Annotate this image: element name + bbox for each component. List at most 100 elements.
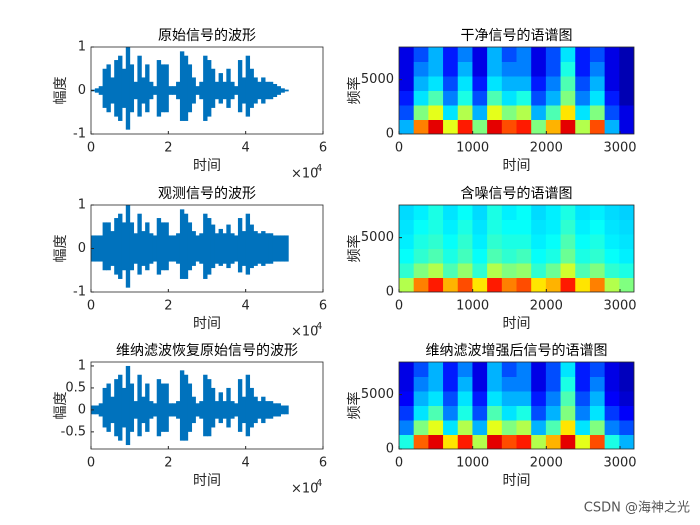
waveform-segment (226, 68, 231, 108)
heatmap-cell (560, 76, 576, 91)
waveform-segment (265, 81, 270, 100)
heatmap-cell (399, 277, 415, 292)
heatmap-cell (399, 76, 415, 91)
heatmap-cell (457, 76, 473, 91)
heatmap-cell (501, 219, 517, 235)
heatmap-cell (487, 76, 503, 91)
waveform-segment (152, 403, 158, 417)
heatmap-cell (560, 205, 576, 220)
waveform-segment (222, 401, 227, 419)
heatmap-cell (399, 219, 415, 235)
waveform-segment (257, 233, 262, 264)
heatmap-cell (604, 376, 620, 392)
plot-area (399, 205, 634, 292)
waveform-segment (207, 218, 212, 275)
heatmap-cell (472, 234, 488, 249)
heatmap-cell (560, 105, 576, 120)
waveform-segment (276, 235, 281, 262)
heatmap-cell (443, 205, 459, 220)
x-tick-label: 1000 (456, 141, 489, 156)
waveform-segment (114, 60, 119, 117)
heatmap-cell (487, 90, 503, 106)
heatmap-cell (545, 119, 562, 134)
heatmap-cell (457, 234, 473, 249)
heatmap-cell (472, 219, 488, 235)
heatmap-cell (501, 420, 517, 435)
heatmap-cell (399, 47, 415, 62)
heatmap-cell (560, 420, 576, 435)
heatmap-cell (516, 263, 532, 278)
x-axis-label: 时间 (193, 158, 221, 174)
heatmap-cell (472, 248, 488, 264)
heatmap-cell (589, 90, 606, 106)
waveform-segment (261, 396, 266, 424)
waveform-segment (149, 401, 154, 419)
heatmap-cell (443, 61, 459, 77)
heatmap-cell (443, 119, 459, 134)
heatmap-cell (428, 234, 444, 249)
waveform-segment (237, 60, 243, 113)
heatmap-cell (487, 277, 503, 292)
heatmap-cell (487, 362, 503, 377)
heatmap-cell (399, 248, 415, 264)
heatmap-cell (399, 61, 415, 77)
heatmap-cell (428, 277, 444, 292)
heatmap-cell (413, 248, 429, 264)
heatmap-cell (487, 205, 503, 220)
waveform-segment (268, 401, 274, 419)
waveform-segment (152, 86, 158, 95)
waveform-segment (222, 233, 227, 264)
heatmap-cell (501, 376, 517, 392)
heatmap-cell (487, 234, 503, 249)
y-axis-label: 频率 (346, 235, 363, 263)
heatmap-cell (531, 234, 547, 249)
waveform-segment (164, 383, 169, 432)
heatmap-cell (516, 376, 532, 392)
heatmap-cell (399, 405, 415, 421)
heatmap-cell (399, 434, 415, 449)
heatmap-cell (487, 420, 503, 435)
heatmap-cell (472, 434, 488, 449)
waveform-segment (102, 68, 107, 108)
heatmap-cell (516, 420, 532, 435)
heatmap-cell (575, 376, 591, 392)
heatmap-cell (428, 248, 444, 264)
waveform-segment (284, 89, 289, 92)
heatmap-cell (545, 90, 562, 106)
x-axis-label: 时间 (193, 316, 221, 332)
heatmap-cell (531, 405, 547, 421)
heatmap-cell (501, 205, 517, 220)
heatmap-cell (428, 119, 444, 134)
waveform-segment (237, 379, 243, 432)
x-tick-label: 1000 (456, 456, 489, 471)
waveform-segment (284, 405, 289, 415)
heatmap-cell (619, 434, 634, 449)
heatmap-cell (413, 234, 429, 249)
waveform-segment (241, 396, 247, 424)
waveform-segment (133, 81, 138, 100)
heatmap-cell (443, 362, 459, 377)
waveform-segment (133, 233, 138, 264)
x-tick-label: 6 (319, 456, 327, 471)
x-tick-label: 3000 (603, 299, 636, 314)
axes-title: 干净信号的语谱图 (461, 28, 573, 44)
heatmap-cell (531, 205, 547, 220)
heatmap-cell (457, 362, 473, 377)
waveform-segment (110, 77, 115, 104)
heatmap-cell (443, 263, 459, 278)
axes-title: 含噪信号的语谱图 (461, 186, 573, 202)
waveform-segment (230, 81, 235, 100)
waveform-segment (172, 86, 177, 95)
waveform-segment (183, 55, 189, 121)
x-tick-label: 6 (319, 299, 327, 314)
heatmap-cell (413, 376, 429, 392)
x-tick-label: 2 (164, 299, 172, 314)
waveform-segment (141, 77, 146, 104)
heatmap-cell (604, 248, 620, 264)
plot-area (399, 362, 634, 449)
waveform-segment (241, 77, 247, 104)
heatmap-cell (399, 105, 415, 120)
heatmap-cell (501, 277, 517, 292)
waveform-segment (156, 60, 162, 117)
waveform-segment (210, 224, 216, 269)
